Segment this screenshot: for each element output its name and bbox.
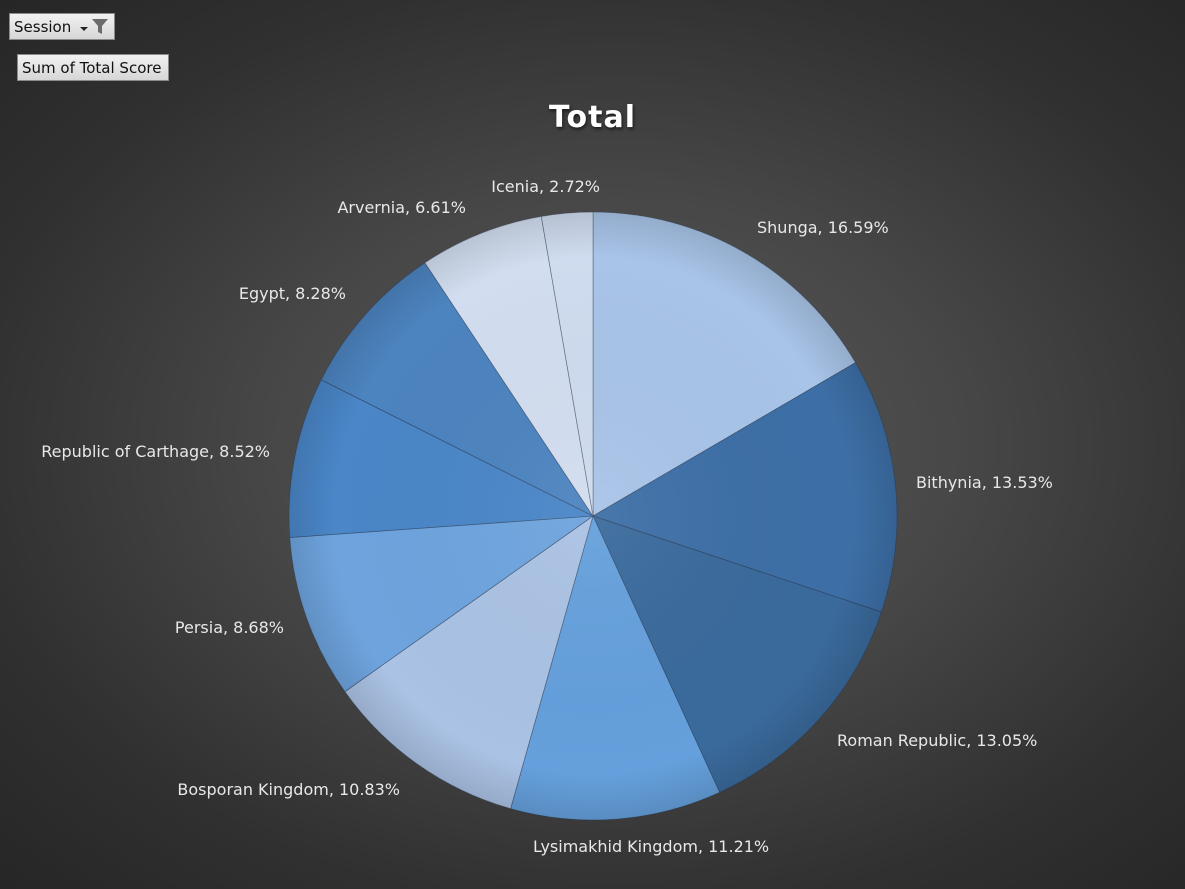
data-label-republic-of-carthage: Republic of Carthage, 8.52% bbox=[41, 442, 270, 461]
funnel-filter-icon bbox=[92, 18, 108, 34]
data-label-roman-republic: Roman Republic, 13.05% bbox=[837, 731, 1037, 750]
session-filter-label: Session bbox=[14, 17, 72, 36]
data-label-shunga: Shunga, 16.59% bbox=[757, 218, 889, 237]
dropdown-arrow-icon[interactable] bbox=[79, 22, 89, 32]
data-label-icenia: Icenia, 2.72% bbox=[491, 177, 600, 196]
session-filter-button[interactable]: Session bbox=[9, 13, 115, 40]
data-label-egypt: Egypt, 8.28% bbox=[239, 284, 346, 303]
sum-of-total-score-field-button[interactable]: Sum of Total Score bbox=[17, 54, 169, 81]
data-label-bosporan-kingdom: Bosporan Kingdom, 10.83% bbox=[177, 780, 400, 799]
data-label-bithynia: Bithynia, 13.53% bbox=[916, 473, 1053, 492]
value-field-label: Sum of Total Score bbox=[22, 58, 162, 77]
data-label-persia: Persia, 8.68% bbox=[175, 618, 284, 637]
chart-title: Total bbox=[549, 100, 636, 135]
data-label-arvernia: Arvernia, 6.61% bbox=[337, 198, 466, 217]
data-label-lysimakhid-kingdom: Lysimakhid Kingdom, 11.21% bbox=[533, 837, 769, 856]
